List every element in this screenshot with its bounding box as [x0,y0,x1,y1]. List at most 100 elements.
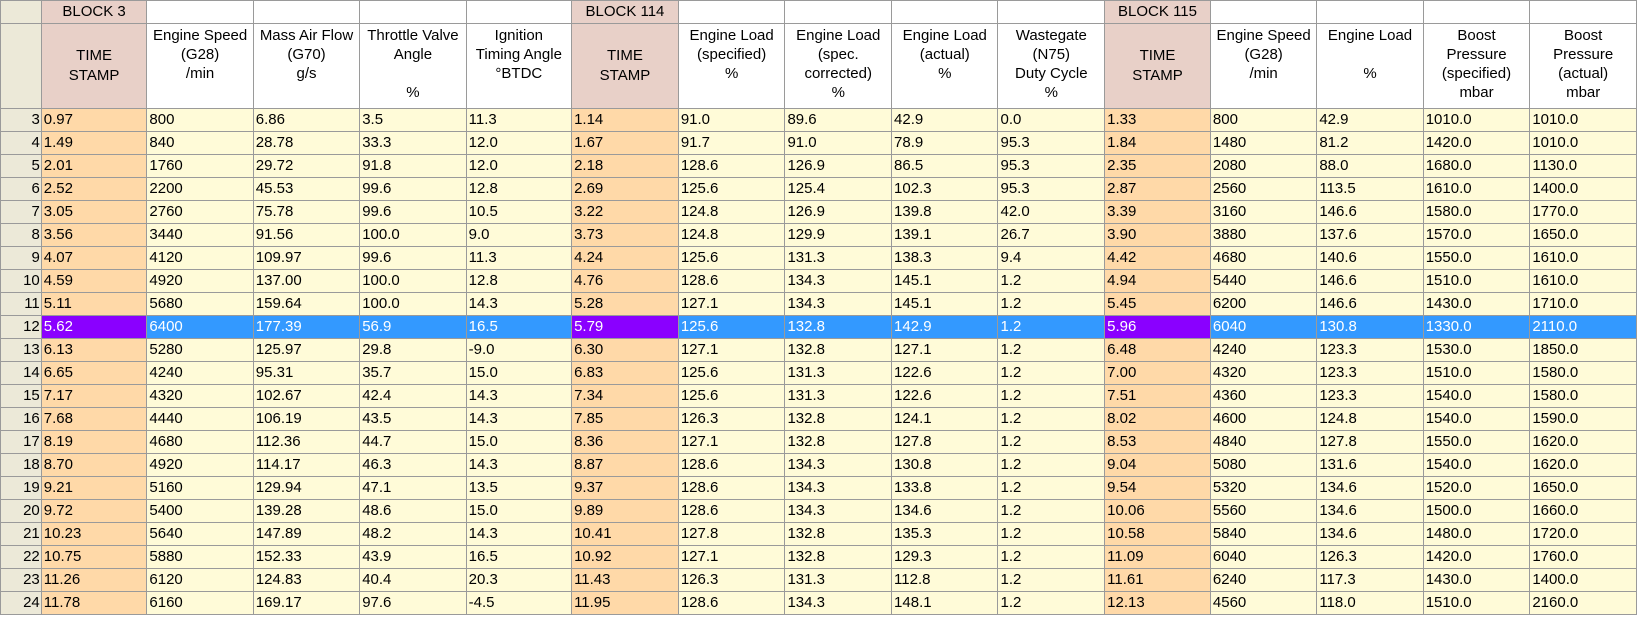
table-row[interactable]: 10 4.59 4920 137.00 100.0 12.8 4.76 128.6 134.3 1… [0,269,1637,293]
table-cell[interactable]: 5560 [1209,499,1318,523]
table-row[interactable]: 17 8.19 4680 112.36 44.7 15.0 8.36 127.1 132.8 12… [0,430,1637,454]
row-number[interactable]: 14 [0,361,42,385]
table-cell[interactable]: 139.28 [252,499,361,523]
timestamp-cell[interactable]: 8.70 [40,453,148,477]
timestamp-cell[interactable]: 3.73 [571,223,679,247]
table-cell[interactable]: 1580.0 [1529,361,1637,385]
table-cell[interactable]: 1520.0 [1422,476,1531,500]
table-cell[interactable]: 1660.0 [1529,499,1637,523]
table-cell[interactable]: 102.3 [891,177,999,201]
table-cell[interactable]: 1.2 [997,269,1106,293]
timestamp-cell[interactable]: 5.79 [571,315,679,339]
block-header-blank[interactable] [465,0,573,24]
timestamp-cell[interactable]: 6.65 [40,361,148,385]
table-cell[interactable]: 91.56 [252,223,361,247]
table-cell[interactable]: 3880 [1209,223,1318,247]
block-header-blank[interactable] [1422,0,1531,24]
timestamp-cell[interactable]: 9.37 [571,476,679,500]
table-cell[interactable]: 127.1 [677,430,786,454]
timestamp-cell[interactable]: 11.78 [40,591,148,615]
row-number[interactable]: 11 [0,292,42,316]
table-cell[interactable]: 95.3 [997,154,1106,178]
table-cell[interactable]: 6240 [1209,568,1318,592]
timestamp-cell[interactable]: 2.01 [40,154,148,178]
table-cell[interactable]: 14.3 [465,453,573,477]
table-cell[interactable]: 6200 [1209,292,1318,316]
table-cell[interactable]: 15.0 [465,361,573,385]
column-header[interactable]: Mass Air Flow (G70) g/s [252,23,361,109]
log-data-grid[interactable]: BLOCK 3 BLOCK 114 BLOCK 115 TIME STAMP Eng… [0,0,1637,615]
timestamp-cell[interactable]: 2.35 [1104,154,1211,178]
table-cell[interactable]: 20.3 [465,568,573,592]
timestamp-cell[interactable]: 7.51 [1104,384,1211,408]
table-cell[interactable]: 127.1 [677,292,786,316]
table-row[interactable]: 7 3.05 2760 75.78 99.6 10.5 3.22 124.8 126.9 139.… [0,200,1637,224]
timestamp-cell[interactable]: 11.95 [571,591,679,615]
table-cell[interactable]: 1760 [146,154,254,178]
table-cell[interactable]: 15.0 [465,430,573,454]
table-cell[interactable]: 1420.0 [1422,545,1531,569]
table-cell[interactable]: 1430.0 [1422,568,1531,592]
timestamp-cell[interactable]: 8.19 [40,430,148,454]
table-cell[interactable]: 1760.0 [1529,545,1637,569]
table-cell[interactable]: 131.6 [1316,453,1424,477]
table-cell[interactable]: 126.9 [784,154,893,178]
table-cell[interactable]: 97.6 [359,591,467,615]
table-cell[interactable]: 4240 [146,361,254,385]
table-cell[interactable]: 126.3 [677,407,786,431]
timestamp-cell[interactable]: 9.89 [571,499,679,523]
table-cell[interactable]: 1.2 [997,361,1106,385]
table-cell[interactable]: 35.7 [359,361,467,385]
table-cell[interactable]: 100.0 [359,292,467,316]
table-cell[interactable]: 46.3 [359,453,467,477]
table-cell[interactable]: 5680 [146,292,254,316]
block-115-title[interactable]: BLOCK 115 [1104,0,1211,24]
table-cell[interactable]: 1.2 [997,522,1106,546]
timestamp-cell[interactable]: 8.87 [571,453,679,477]
table-cell[interactable]: 5840 [1209,522,1318,546]
table-cell[interactable]: 128.6 [677,453,786,477]
table-cell[interactable]: 1580.0 [1529,384,1637,408]
table-cell[interactable]: 127.8 [677,522,786,546]
table-cell[interactable]: 102.67 [252,384,361,408]
timestamp-cell[interactable]: 6.48 [1104,338,1211,362]
block-header-blank[interactable] [677,0,786,24]
table-cell[interactable]: 137.6 [1316,223,1424,247]
table-cell[interactable]: 99.6 [359,200,467,224]
timestamp-cell[interactable]: 4.42 [1104,246,1211,270]
table-row[interactable]: 18 8.70 4920 114.17 46.3 14.3 8.87 128.6 134.3 13… [0,453,1637,477]
table-cell[interactable]: 1330.0 [1422,315,1531,339]
table-cell[interactable]: 1010.0 [1422,108,1531,132]
table-cell[interactable]: 4920 [146,453,254,477]
table-cell[interactable]: 1.2 [997,384,1106,408]
table-cell[interactable]: 42.9 [1316,108,1424,132]
timestamp-cell[interactable]: 8.02 [1104,407,1211,431]
table-cell[interactable]: 139.1 [891,223,999,247]
table-row[interactable]: 20 9.72 5400 139.28 48.6 15.0 9.89 128.6 134.3 13… [0,499,1637,523]
column-header[interactable]: Engine Load % [1316,23,1424,109]
timestamp-cell[interactable]: 10.58 [1104,522,1211,546]
table-cell[interactable]: 124.1 [891,407,999,431]
table-cell[interactable]: 4920 [146,269,254,293]
table-cell[interactable]: 4680 [1209,246,1318,270]
table-cell[interactable]: 81.2 [1316,131,1424,155]
timestamp-cell[interactable]: 3.39 [1104,200,1211,224]
timestamp-cell[interactable]: 6.83 [571,361,679,385]
table-cell[interactable]: 1540.0 [1422,453,1531,477]
table-cell[interactable]: 1590.0 [1529,407,1637,431]
table-cell[interactable]: 91.8 [359,154,467,178]
table-cell[interactable]: 48.6 [359,499,467,523]
table-cell[interactable]: 127.1 [891,338,999,362]
table-cell[interactable]: 29.72 [252,154,361,178]
table-cell[interactable]: 1850.0 [1529,338,1637,362]
table-cell[interactable]: 112.8 [891,568,999,592]
table-cell[interactable]: 139.8 [891,200,999,224]
table-cell[interactable]: 6040 [1209,315,1318,339]
table-cell[interactable]: 5160 [146,476,254,500]
table-cell[interactable]: 134.6 [1316,499,1424,523]
table-cell[interactable]: 134.3 [784,591,893,615]
table-cell[interactable]: 124.83 [252,568,361,592]
row-number[interactable]: 3 [0,108,42,132]
table-cell[interactable]: 14.3 [465,407,573,431]
timestamp-cell[interactable]: 3.05 [40,200,148,224]
